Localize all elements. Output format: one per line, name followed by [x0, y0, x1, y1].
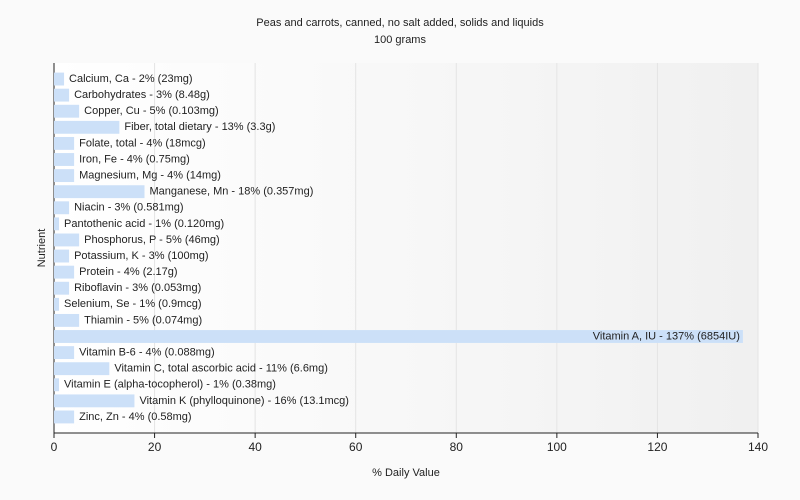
bar — [54, 313, 80, 327]
value-label: Protein - 4% (2.17g) — [79, 266, 177, 278]
bar — [54, 120, 120, 134]
chart-subtitle: 100 grams — [374, 34, 426, 46]
value-label: Carbohydrates - 3% (8.48g) — [74, 89, 210, 101]
value-label: Copper, Cu - 5% (0.103mg) — [84, 105, 219, 117]
x-tick-label: 140 — [748, 440, 768, 454]
bar — [54, 169, 75, 183]
x-tick-label: 100 — [547, 440, 567, 454]
bar — [54, 88, 70, 102]
value-label: Magnesium, Mg - 4% (14mg) — [79, 169, 221, 181]
value-label: Vitamin E (alpha-tocopherol) - 1% (0.38m… — [64, 379, 276, 391]
bar — [54, 394, 135, 408]
x-tick-label: 120 — [647, 440, 667, 454]
bar — [54, 153, 75, 166]
bar — [54, 297, 60, 311]
value-label: Riboflavin - 3% (0.053mg) — [74, 282, 201, 294]
x-tick-label: 0 — [51, 440, 58, 454]
value-label: Iron, Fe - 4% (0.75mg) — [79, 153, 190, 165]
value-label: Vitamin B-6 - 4% (0.088mg) — [79, 346, 215, 358]
bar — [54, 330, 743, 343]
x-tick-label: 40 — [248, 440, 262, 454]
bar — [54, 185, 145, 199]
bar — [54, 72, 65, 86]
bar — [54, 281, 70, 295]
value-label: Potassium, K - 3% (100mg) — [74, 250, 209, 262]
value-label: Folate, total - 4% (18mcg) — [79, 137, 206, 149]
value-label: Pantothenic acid - 1% (0.120mg) — [64, 218, 224, 230]
value-label: Phosphorus, P - 5% (46mg) — [84, 234, 220, 246]
bar — [54, 136, 75, 150]
bar — [54, 378, 60, 392]
value-label: Vitamin C, total ascorbic acid - 11% (6.… — [114, 363, 328, 375]
bar — [54, 201, 70, 215]
chart-title: Peas and carrots, canned, no salt added,… — [256, 17, 544, 29]
value-label: Zinc, Zn - 4% (0.58mg) — [79, 411, 191, 423]
value-label: Vitamin K (phylloquinone) - 16% (13.1mcg… — [139, 395, 349, 407]
bar — [54, 346, 75, 360]
value-label: Manganese, Mn - 18% (0.357mg) — [150, 186, 314, 198]
value-label: Fiber, total dietary - 13% (3.3g) — [124, 121, 275, 133]
y-axis-label: Nutrient — [36, 229, 48, 268]
bar — [54, 410, 75, 424]
bar — [54, 104, 80, 118]
value-label: Calcium, Ca - 2% (23mg) — [69, 73, 192, 85]
value-label: Thiamin - 5% (0.074mg) — [84, 314, 202, 326]
bar — [54, 265, 75, 279]
bar — [54, 249, 70, 263]
plot-area — [54, 63, 758, 433]
x-tick-label: 20 — [148, 440, 162, 454]
x-axis-label: % Daily Value — [372, 467, 440, 479]
value-label: Vitamin A, IU - 137% (6854IU) — [593, 330, 740, 342]
x-tick-label: 60 — [349, 440, 363, 454]
value-label: Selenium, Se - 1% (0.9mcg) — [64, 298, 202, 310]
value-label: Niacin - 3% (0.581mg) — [74, 202, 183, 214]
bar — [54, 233, 80, 247]
bar — [54, 217, 60, 231]
bar — [54, 362, 110, 376]
x-tick-label: 80 — [450, 440, 464, 454]
